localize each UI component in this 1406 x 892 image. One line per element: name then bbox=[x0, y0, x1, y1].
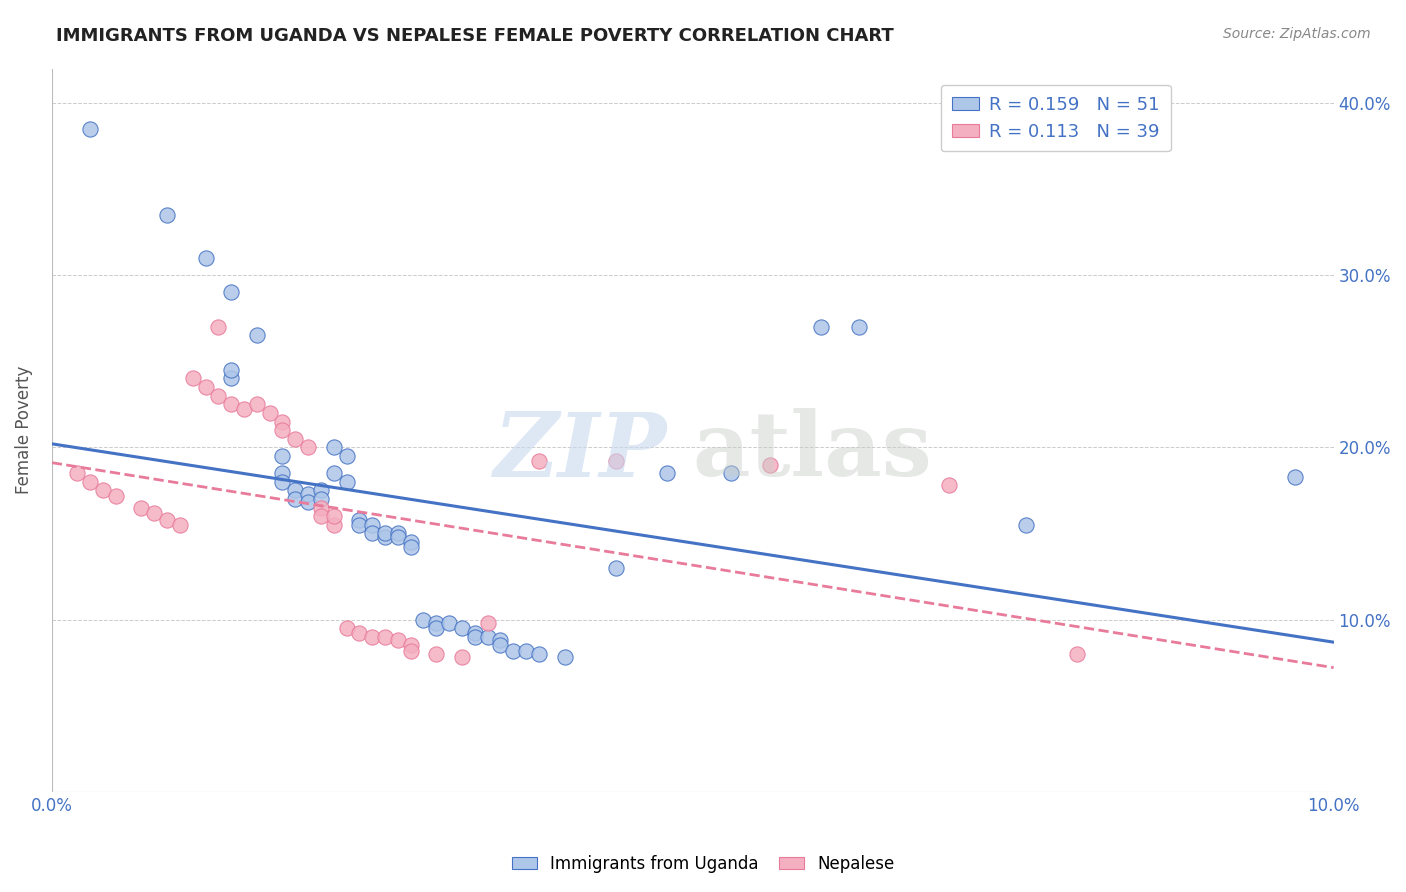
Point bbox=[309, 500, 332, 515]
Point bbox=[451, 650, 474, 665]
Point bbox=[515, 643, 537, 657]
Point bbox=[322, 466, 344, 480]
Point bbox=[361, 630, 384, 644]
Point bbox=[143, 506, 166, 520]
Point bbox=[425, 621, 447, 635]
Point bbox=[207, 389, 229, 403]
Point bbox=[91, 483, 114, 498]
Point bbox=[1015, 517, 1038, 532]
Point bbox=[387, 633, 409, 648]
Point bbox=[374, 526, 396, 541]
Point bbox=[361, 526, 384, 541]
Point bbox=[309, 509, 332, 524]
Point bbox=[336, 449, 359, 463]
Point bbox=[271, 415, 294, 429]
Point bbox=[219, 371, 242, 385]
Point bbox=[527, 647, 550, 661]
Point bbox=[322, 440, 344, 454]
Point bbox=[297, 487, 319, 501]
Point bbox=[399, 643, 422, 657]
Point bbox=[758, 458, 780, 472]
Point bbox=[1066, 647, 1088, 661]
Point bbox=[66, 466, 89, 480]
Point bbox=[246, 328, 269, 343]
Point bbox=[309, 491, 332, 506]
Point bbox=[938, 478, 960, 492]
Point bbox=[502, 643, 524, 657]
Point bbox=[425, 647, 447, 661]
Point bbox=[399, 535, 422, 549]
Point bbox=[297, 495, 319, 509]
Point bbox=[425, 615, 447, 630]
Point bbox=[399, 638, 422, 652]
Point bbox=[451, 621, 474, 635]
Point bbox=[219, 397, 242, 411]
Point bbox=[374, 530, 396, 544]
Point bbox=[387, 530, 409, 544]
Point bbox=[1284, 469, 1306, 483]
Point bbox=[271, 449, 294, 463]
Legend: Immigrants from Uganda, Nepalese: Immigrants from Uganda, Nepalese bbox=[505, 848, 901, 880]
Point bbox=[297, 440, 319, 454]
Text: ZIP: ZIP bbox=[494, 409, 666, 495]
Point bbox=[219, 363, 242, 377]
Point bbox=[246, 397, 269, 411]
Point bbox=[284, 491, 307, 506]
Point bbox=[412, 613, 434, 627]
Point bbox=[194, 251, 217, 265]
Point bbox=[169, 517, 191, 532]
Point bbox=[336, 621, 359, 635]
Point bbox=[156, 513, 179, 527]
Point bbox=[464, 626, 486, 640]
Text: IMMIGRANTS FROM UGANDA VS NEPALESE FEMALE POVERTY CORRELATION CHART: IMMIGRANTS FROM UGANDA VS NEPALESE FEMAL… bbox=[56, 27, 894, 45]
Point bbox=[284, 483, 307, 498]
Point bbox=[349, 517, 371, 532]
Point bbox=[720, 466, 742, 480]
Point bbox=[271, 475, 294, 489]
Point bbox=[207, 319, 229, 334]
Point bbox=[349, 626, 371, 640]
Point bbox=[271, 423, 294, 437]
Point bbox=[399, 540, 422, 554]
Y-axis label: Female Poverty: Female Poverty bbox=[15, 366, 32, 494]
Point bbox=[477, 615, 499, 630]
Point bbox=[259, 406, 281, 420]
Point bbox=[374, 630, 396, 644]
Point bbox=[810, 319, 832, 334]
Point bbox=[131, 500, 153, 515]
Point bbox=[387, 526, 409, 541]
Point bbox=[322, 517, 344, 532]
Point bbox=[322, 509, 344, 524]
Point bbox=[527, 454, 550, 468]
Point bbox=[104, 489, 127, 503]
Point bbox=[848, 319, 870, 334]
Point bbox=[156, 208, 179, 222]
Point bbox=[233, 402, 256, 417]
Point bbox=[361, 517, 384, 532]
Point bbox=[181, 371, 204, 385]
Point bbox=[437, 615, 460, 630]
Point bbox=[489, 638, 512, 652]
Point bbox=[309, 483, 332, 498]
Point bbox=[489, 633, 512, 648]
Point bbox=[553, 650, 575, 665]
Point bbox=[219, 285, 242, 300]
Point bbox=[349, 513, 371, 527]
Point bbox=[605, 454, 627, 468]
Legend: R = 0.159   N = 51, R = 0.113   N = 39: R = 0.159 N = 51, R = 0.113 N = 39 bbox=[941, 85, 1171, 152]
Point bbox=[477, 630, 499, 644]
Point bbox=[655, 466, 678, 480]
Point bbox=[605, 561, 627, 575]
Point bbox=[79, 475, 101, 489]
Point bbox=[271, 466, 294, 480]
Text: atlas: atlas bbox=[693, 409, 932, 495]
Point bbox=[284, 432, 307, 446]
Point bbox=[79, 121, 101, 136]
Text: Source: ZipAtlas.com: Source: ZipAtlas.com bbox=[1223, 27, 1371, 41]
Point bbox=[336, 475, 359, 489]
Point bbox=[464, 630, 486, 644]
Point bbox=[194, 380, 217, 394]
